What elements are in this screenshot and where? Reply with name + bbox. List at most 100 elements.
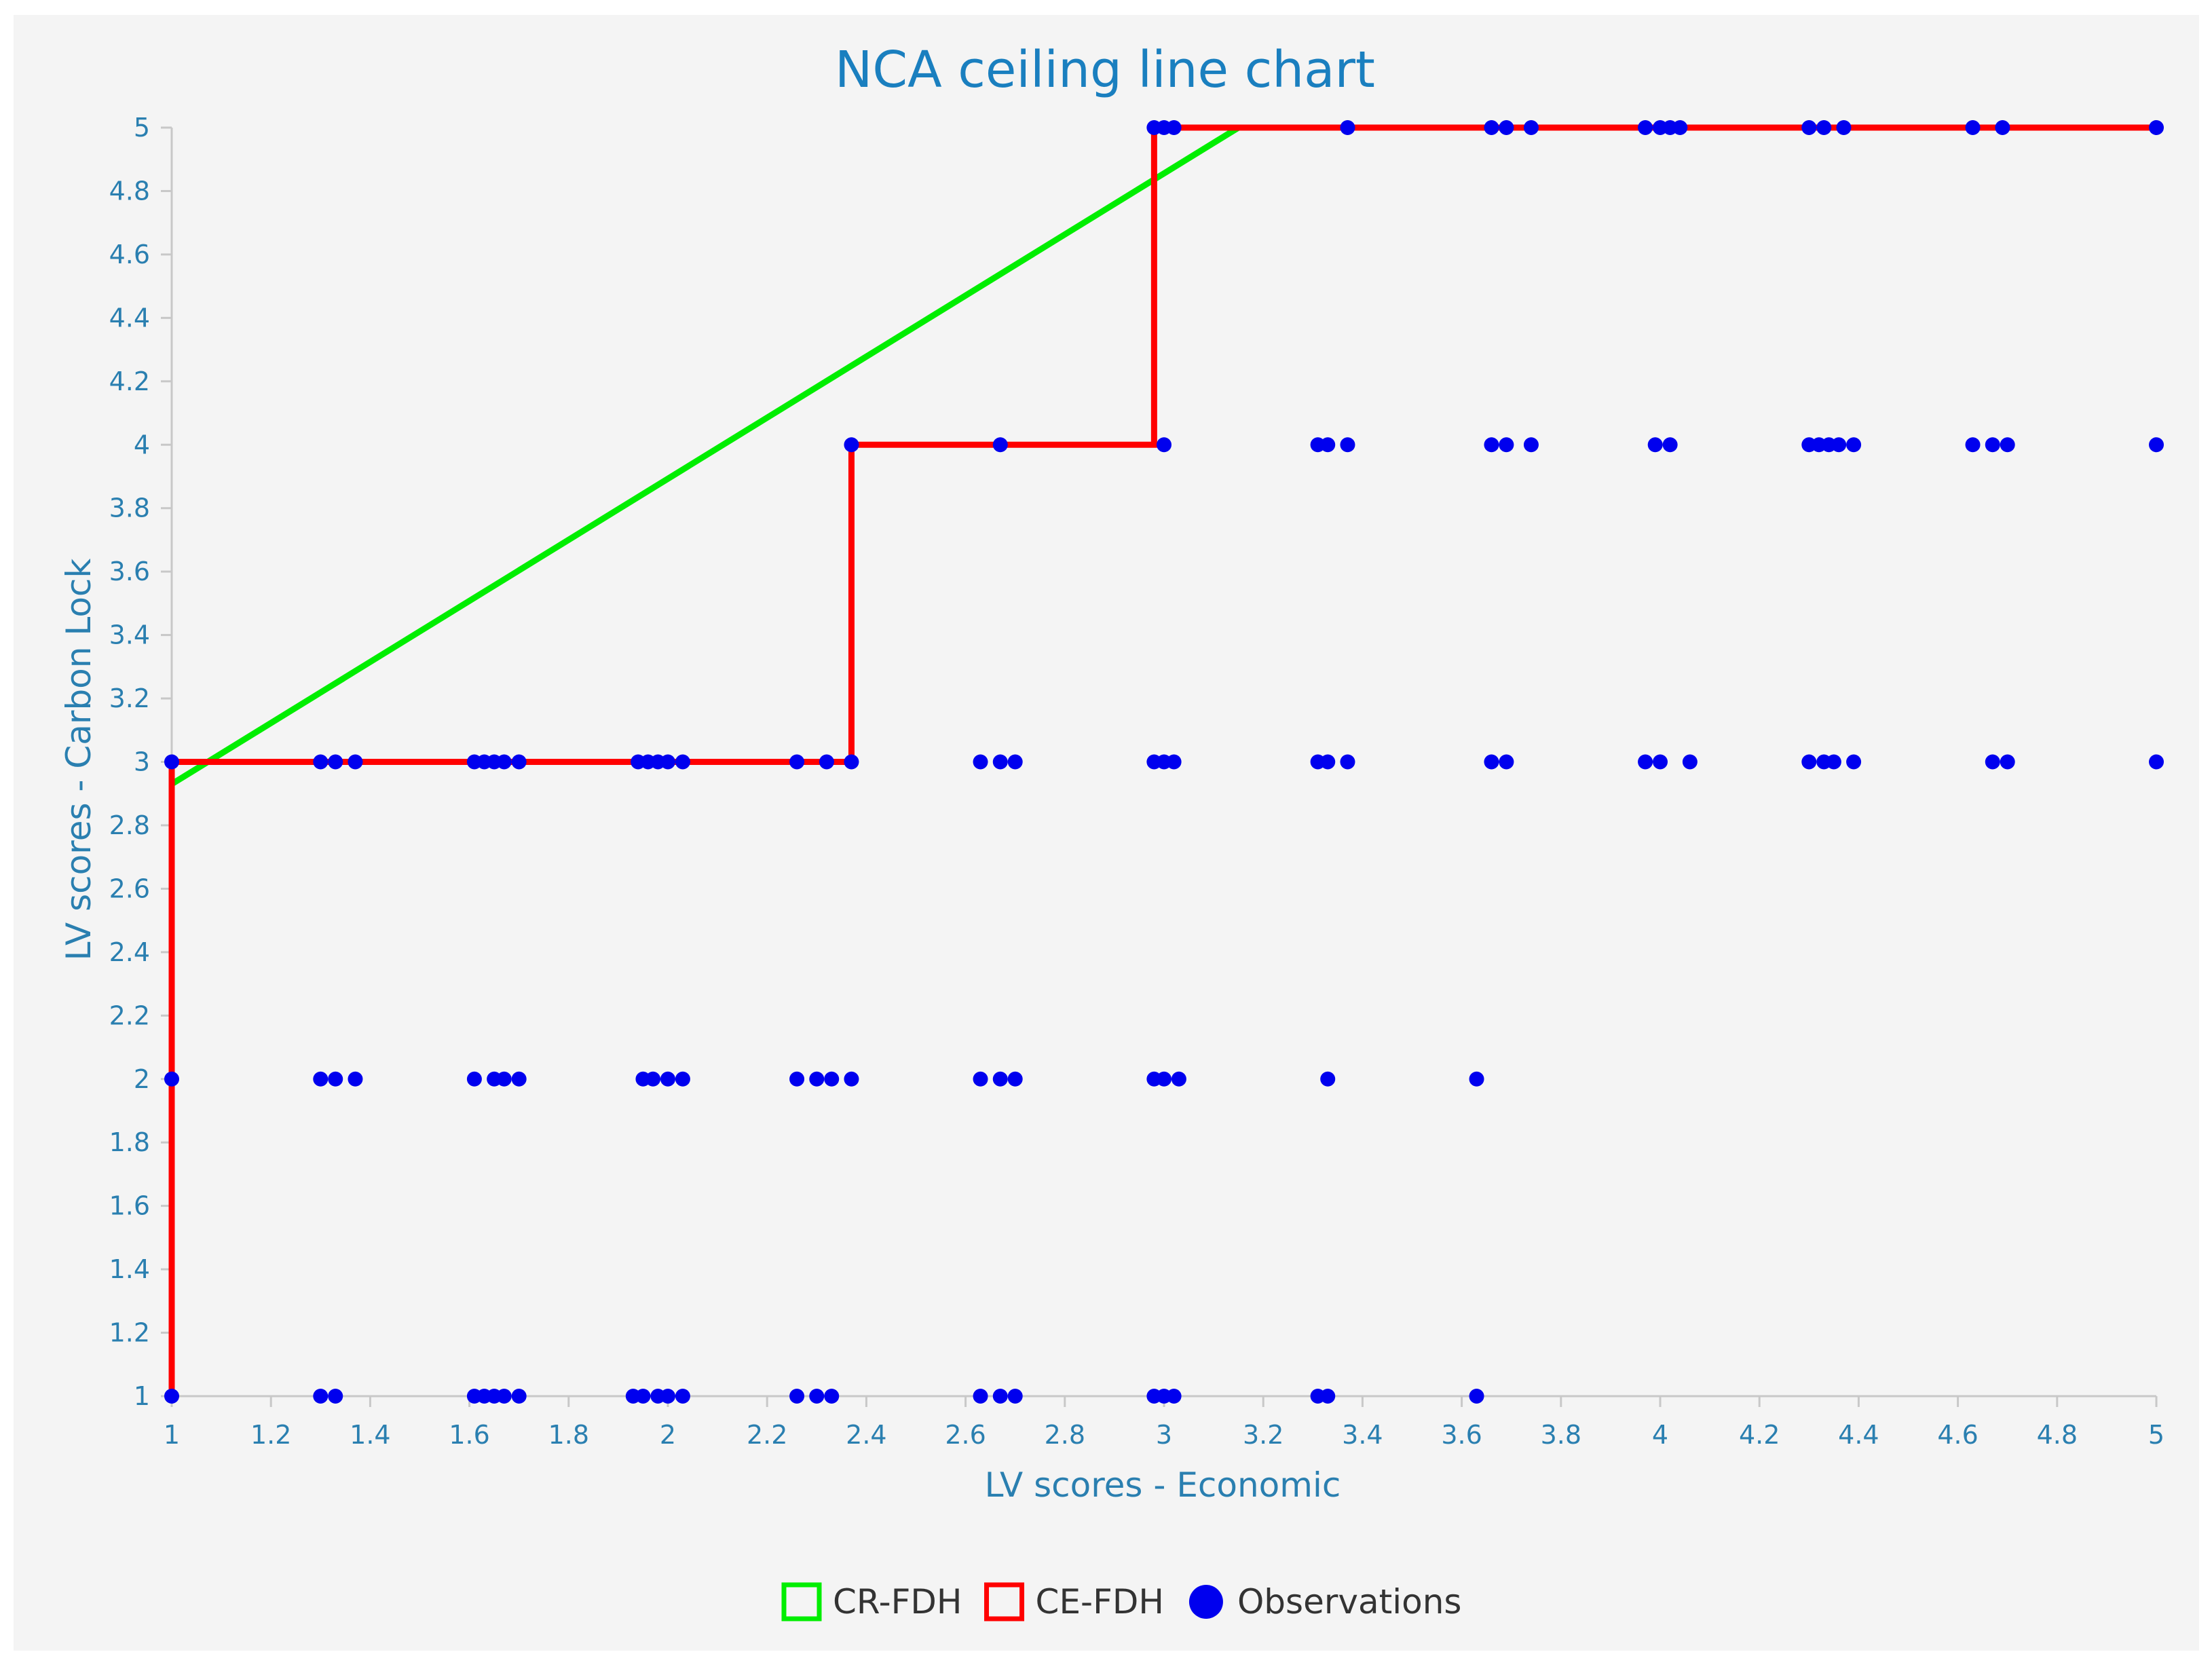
observation-point: [1007, 754, 1023, 770]
observation-point: [1340, 754, 1355, 770]
observation-point: [824, 1389, 840, 1404]
observation-point: [1499, 754, 1514, 770]
observation-point: [1647, 437, 1663, 453]
x-tick-label: 3.2: [1243, 1420, 1283, 1450]
x-tick-label: 4.4: [1838, 1420, 1879, 1450]
y-tick-label: 3.6: [109, 557, 150, 586]
observation-point: [1846, 754, 1862, 770]
observation-point: [660, 1389, 675, 1404]
observation-point: [328, 754, 343, 770]
y-axis-title: LV scores - Carbon Lock: [59, 559, 98, 961]
observation-point: [809, 1389, 825, 1404]
observation-point: [809, 1071, 825, 1087]
observation-point: [1484, 120, 1499, 135]
x-tick-label: 2.4: [846, 1420, 886, 1450]
observation-point: [1320, 437, 1336, 453]
observation-point: [1846, 437, 1862, 453]
observation-point: [1662, 437, 1678, 453]
x-tick-label: 4.8: [2037, 1420, 2078, 1450]
observation-point: [1340, 120, 1355, 135]
observation-point: [1965, 120, 1981, 135]
x-tick-label: 2.8: [1045, 1420, 1085, 1450]
x-tick-label: 2.6: [945, 1420, 986, 1450]
y-tick-label: 3.8: [109, 493, 150, 523]
observation-point: [1836, 120, 1852, 135]
y-tick-label: 1.2: [109, 1318, 150, 1348]
legend-marker-observations: [1188, 1585, 1223, 1619]
observation-point: [1007, 1071, 1023, 1087]
observation-point: [635, 1389, 651, 1404]
observation-point: [789, 754, 805, 770]
observation-point: [660, 1071, 675, 1087]
observation-point: [1320, 1389, 1336, 1404]
observation-point: [1320, 754, 1336, 770]
legend-label: CR-FDH: [833, 1582, 962, 1621]
y-tick-label: 1.4: [109, 1254, 150, 1284]
observation-point: [1523, 437, 1539, 453]
observation-point: [1484, 437, 1499, 453]
observation-point: [1638, 754, 1653, 770]
y-tick-label: 5: [134, 113, 150, 143]
observation-point: [1469, 1389, 1484, 1404]
observation-point: [844, 437, 859, 453]
legend-item: CE-FDH: [984, 1582, 1164, 1621]
y-tick-label: 3: [134, 747, 150, 777]
observation-point: [1340, 437, 1355, 453]
observation-point: [1801, 754, 1817, 770]
observation-point: [1682, 754, 1698, 770]
observation-point: [2000, 437, 2015, 453]
y-tick-label: 2.2: [109, 1000, 150, 1030]
observation-point: [1965, 437, 1981, 453]
x-tick-label: 4.6: [1937, 1420, 1978, 1450]
y-tick-label: 2.8: [109, 810, 150, 840]
observation-point: [1469, 1071, 1484, 1087]
observation-point: [789, 1389, 805, 1404]
observation-point: [992, 754, 1008, 770]
y-tick-label: 1.6: [109, 1191, 150, 1221]
x-axis-title: LV scores - Economic: [985, 1465, 1341, 1505]
observation-point: [328, 1389, 343, 1404]
observation-point: [1995, 120, 2010, 135]
x-tick-label: 3.4: [1342, 1420, 1383, 1450]
observation-point: [844, 754, 859, 770]
observation-point: [496, 754, 512, 770]
observation-point: [1320, 1071, 1336, 1087]
observation-point: [1801, 120, 1817, 135]
y-tick-label: 4.8: [109, 176, 150, 206]
observation-point: [1638, 120, 1653, 135]
legend-swatch: [781, 1582, 822, 1621]
observation-point: [675, 754, 690, 770]
observation-point: [973, 1389, 988, 1404]
observation-point: [496, 1071, 512, 1087]
observation-point: [496, 1389, 512, 1404]
y-tick-label: 4.6: [109, 240, 150, 269]
observation-point: [1166, 120, 1182, 135]
observation-point: [1831, 437, 1847, 453]
observation-point: [645, 1071, 661, 1087]
observation-point: [348, 1071, 363, 1087]
legend: CR-FDH CE-FDH Observations: [781, 1582, 1461, 1621]
observation-point: [660, 754, 675, 770]
y-tick-label: 2.6: [109, 874, 150, 903]
observation-point: [348, 754, 363, 770]
observation-point: [313, 754, 329, 770]
observation-point: [1157, 1071, 1171, 1087]
x-tick-label: 5: [2148, 1420, 2164, 1450]
x-tick-label: 1.4: [350, 1420, 390, 1450]
observation-point: [1166, 754, 1182, 770]
observation-point: [992, 437, 1008, 453]
observation-point: [819, 754, 834, 770]
cr-fdh-line: [170, 125, 1241, 787]
observation-point: [511, 1071, 527, 1087]
observation-point: [1653, 754, 1668, 770]
y-tick-label: 3.2: [109, 683, 150, 713]
observation-point: [992, 1071, 1008, 1087]
observation-point: [824, 1071, 840, 1087]
x-tick-label: 2.2: [747, 1420, 787, 1450]
observation-point: [2149, 754, 2164, 770]
observation-point: [992, 1389, 1008, 1404]
observation-point: [164, 1071, 179, 1087]
observation-point: [2000, 754, 2015, 770]
observation-point: [164, 1389, 179, 1404]
